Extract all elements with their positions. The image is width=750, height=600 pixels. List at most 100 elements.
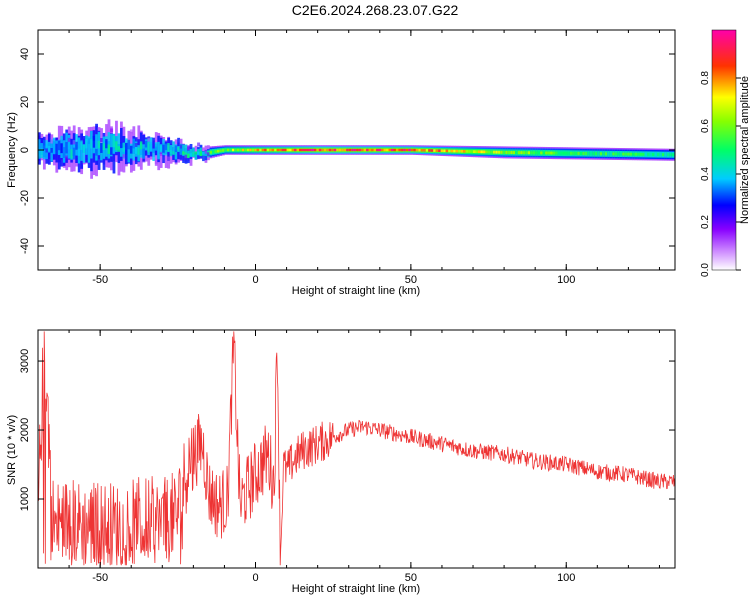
heat-cell (445, 149, 449, 153)
heat-speckle (187, 146, 191, 151)
heat-cell (487, 150, 491, 154)
heat-cell (296, 148, 300, 152)
snr-x-label: Height of straight line (km) (292, 583, 420, 595)
heat-cell (117, 133, 121, 150)
heat-cell (341, 148, 345, 152)
heat-cell (231, 148, 235, 152)
heat-cell (438, 149, 442, 152)
heat-cell (450, 149, 454, 153)
heat-cell (572, 151, 576, 155)
heat-cell (333, 148, 337, 152)
heat-cell (120, 143, 123, 157)
colorbar-label: Normalized spectral amplitude (739, 76, 750, 224)
heat-cell (351, 148, 355, 152)
snr-y-label: SNR (10 * v/v) (6, 415, 18, 485)
heat-speckle (184, 154, 188, 159)
heat-cell (139, 143, 143, 158)
heat-cell (492, 150, 496, 154)
heat-cell (348, 148, 352, 152)
heat-speckle (204, 149, 208, 154)
heat-cell (475, 150, 479, 154)
heat-cell (517, 151, 521, 155)
heat-cell (154, 146, 158, 151)
heat-cell (634, 152, 638, 156)
heat-cell (303, 148, 307, 152)
heat-cell (284, 148, 287, 152)
heat-cell (656, 153, 660, 157)
heat-speckle (179, 144, 183, 149)
heat-cell (587, 152, 591, 156)
heat-cell (343, 148, 347, 152)
heat-cell (420, 149, 424, 152)
x-tick-label: 50 (405, 274, 417, 286)
heat-cell (485, 150, 489, 154)
heat-speckle (72, 140, 76, 145)
heat-cell (535, 151, 538, 155)
heat-cell (505, 150, 509, 154)
heat-cell (366, 148, 369, 152)
heat-cell (212, 150, 215, 154)
heat-cell (540, 151, 543, 155)
heat-cell (599, 152, 603, 156)
heat-cell (179, 148, 183, 155)
heat-cell (299, 148, 302, 152)
heat-cell (274, 148, 277, 152)
heat-cell (393, 148, 397, 152)
colorbar-tick-label: 0.6 (700, 119, 711, 133)
heat-cell (294, 148, 297, 152)
heat-cell (331, 148, 335, 152)
heat-cell (127, 139, 131, 150)
heat-cell (400, 148, 404, 152)
heat-cell (609, 152, 613, 156)
heat-cell (594, 152, 598, 156)
heat-cell (527, 151, 531, 155)
heat-cell (42, 139, 46, 150)
heat-cell (110, 133, 113, 157)
heat-cell (239, 148, 243, 152)
spectrogram-x-axis: -50 0 50 100 (37, 30, 660, 286)
heat-cell (565, 151, 568, 155)
heat-cell (398, 148, 402, 152)
x-tick-label: 100 (557, 274, 575, 286)
heat-cell (246, 148, 250, 152)
heat-cell (353, 148, 357, 152)
x-tick-label: 100 (557, 572, 575, 584)
heat-cell (152, 137, 156, 153)
heat-cell (129, 145, 133, 154)
heat-speckle (147, 137, 151, 142)
heat-cell (120, 142, 123, 149)
heat-cell (574, 151, 578, 155)
y-tick-label: 1000 (19, 487, 31, 511)
heat-speckle (142, 158, 146, 163)
heat-cell (460, 149, 464, 153)
heat-cell (458, 149, 461, 153)
heat-cell (490, 150, 494, 154)
heat-speckle (167, 156, 171, 161)
heat-cell (313, 148, 317, 152)
heat-cell (189, 149, 193, 156)
heat-cell (167, 143, 171, 152)
snr-frame (37, 329, 676, 569)
heat-cell (286, 148, 290, 152)
heat-cell (612, 152, 616, 156)
heat-cell (57, 140, 61, 151)
heat-cell (552, 151, 556, 155)
heat-cell (647, 152, 650, 156)
heat-cell (425, 149, 429, 152)
heat-cell (202, 151, 205, 155)
heat-cell (547, 151, 551, 155)
heat-cell (269, 148, 272, 152)
heat-cell (80, 141, 84, 161)
heat-speckle (65, 155, 69, 160)
heat-cell (579, 151, 583, 155)
heat-cell (520, 151, 524, 155)
heat-cell (435, 149, 439, 152)
heat-cell (38, 139, 41, 157)
heat-cell (311, 148, 315, 152)
colorbar-tick-label: 0.8 (700, 71, 711, 85)
heat-cell (515, 151, 519, 155)
heat-cell (42, 145, 46, 160)
heat-cell (107, 144, 111, 154)
heat-cell (117, 143, 121, 164)
heat-cell (202, 151, 205, 162)
